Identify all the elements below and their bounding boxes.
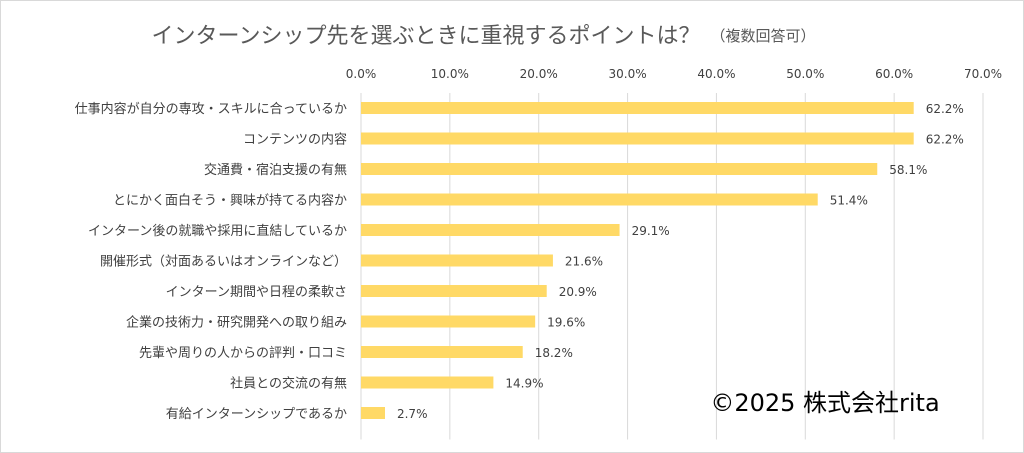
x-tick-label: 20.0% [520,67,558,81]
category-label: 交通費・宿泊支援の有無 [204,162,347,178]
bar [361,102,914,114]
category-label: 仕事内容が自分の専攻・スキルに合っているか [75,101,347,117]
x-tick-label: 60.0% [875,67,913,81]
bar [361,224,620,236]
x-tick-label: 70.0% [964,67,1002,81]
bar [361,346,523,358]
data-label: 14.9% [505,377,543,391]
category-label: 企業の技術力・研究開発への取り組み [126,315,347,331]
data-label: 21.6% [565,255,603,269]
chart-title: インターンシップ先を選ぶときに重視するポイントは？ [152,24,701,49]
category-label: とにかく面白そう・興味が持てる内容か [113,193,347,209]
x-axis-ticks: 0.0% 10.0% 20.0% 30.0% 40.0% 50.0% 60.0% 70.0% [346,67,1002,81]
category-label: 社員との交流の有無 [230,376,347,392]
bar [361,376,494,389]
data-label: 2.7% [397,407,428,421]
bar-series [361,102,914,419]
x-tick-label: 30.0% [609,67,647,81]
bar [361,132,914,145]
x-tick-label: 0.0% [346,67,377,81]
x-tick-label: 50.0% [786,67,824,81]
y-axis-categories: 仕事内容が自分の専攻・スキルに合っているかコンテンツの内容交通費・宿泊支援の有無… [75,101,347,422]
category-label: 開催形式（対面あるいはオンラインなど） [100,255,347,270]
data-label: 51.4% [830,194,868,208]
x-tick-label: 40.0% [697,67,735,81]
category-label: インターン後の就職や採用に直結しているか [88,224,347,239]
data-label: 62.2% [926,102,964,116]
bar [361,254,553,267]
bar [361,407,385,419]
data-label: 18.2% [535,346,573,360]
chart-subtitle: （複数回答可） [710,27,815,45]
data-label: 29.1% [632,224,670,238]
bar [361,315,536,328]
data-label: 62.2% [926,133,964,147]
category-label: コンテンツの内容 [243,132,347,148]
category-label: 先輩や周りの人からの評判・口コミ [139,346,347,361]
data-labels: 62.2% 62.2% 58.1% 51.4% 29.1% 21.6% 20.9% 19.6%… [397,102,964,421]
copyright-annotation: ©2025 株式会社rita [710,389,939,417]
bar [361,285,547,297]
data-label: 19.6% [547,316,585,330]
bar [361,193,818,206]
data-label: 20.9% [559,285,597,299]
data-label: 58.1% [889,163,927,177]
x-tick-label: 10.0% [431,67,469,81]
category-label: 有給インターンシップであるか [166,407,347,422]
bar [361,163,878,175]
category-label: インターン期間や日程の柔軟さ [166,284,347,300]
